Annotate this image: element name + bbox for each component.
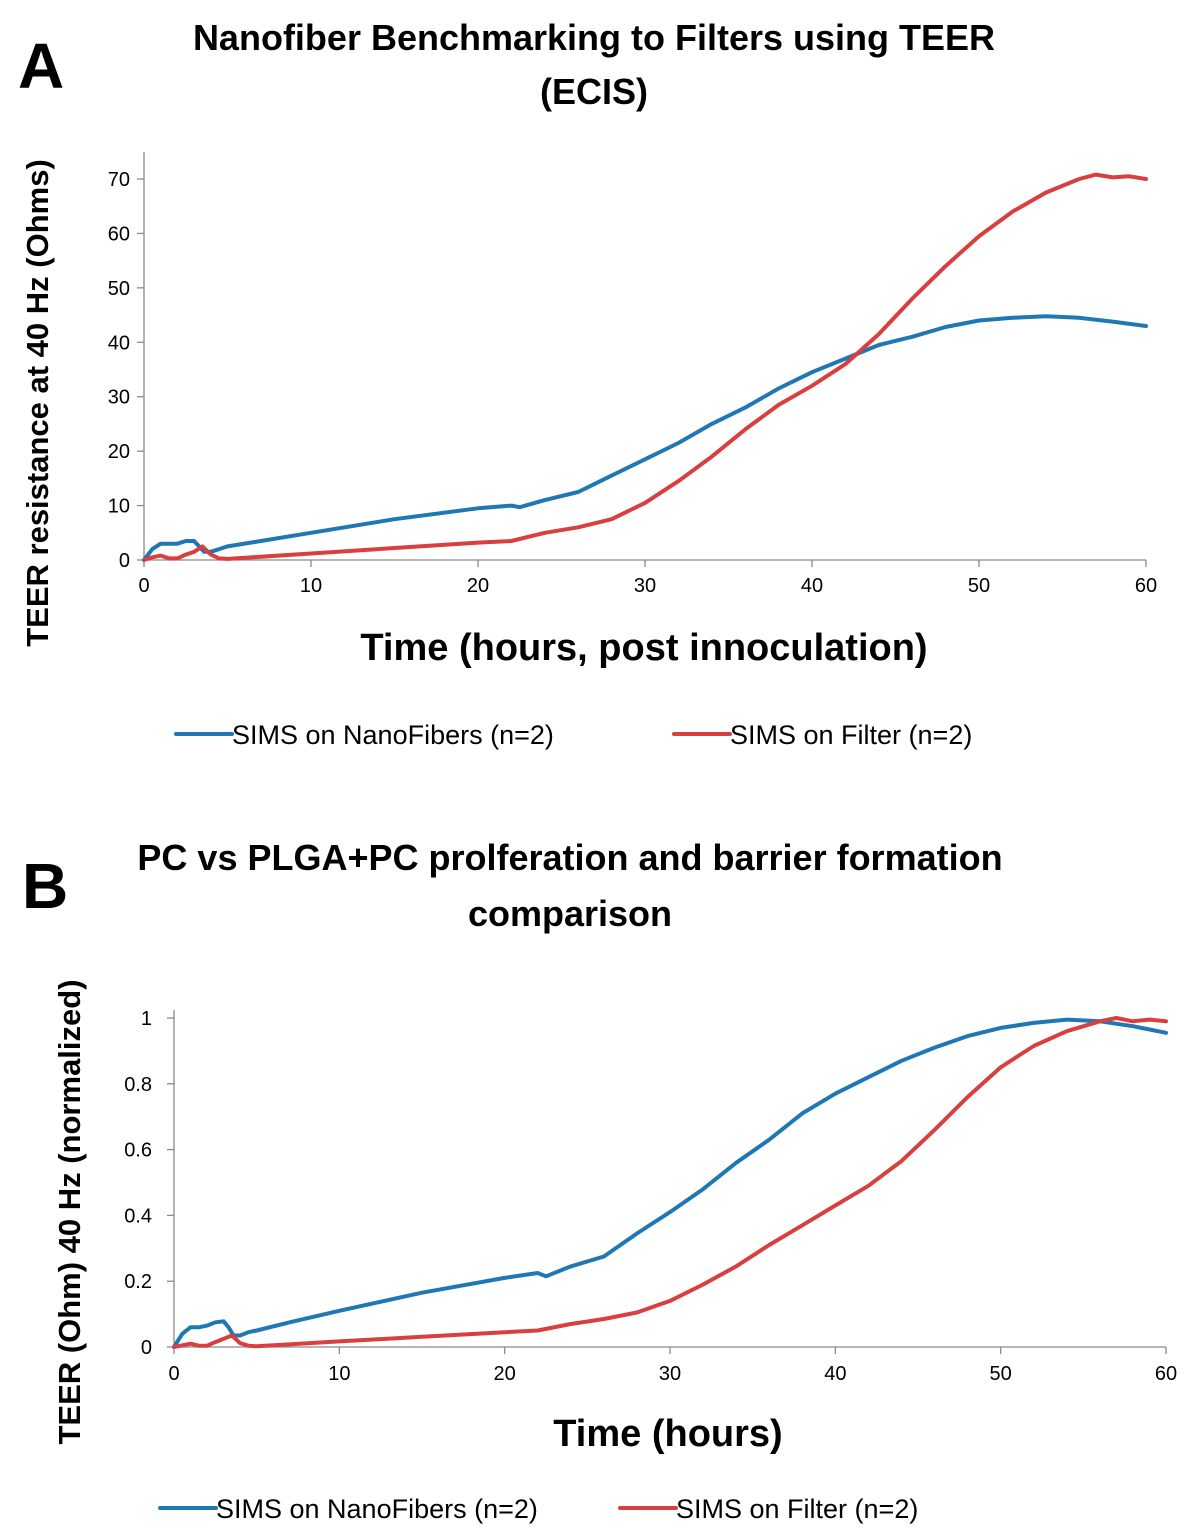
y-tick-label: 1 (141, 1008, 152, 1030)
chart-panel-b: B PC vs PLGA+PC prolferation and barrier… (22, 837, 1177, 1524)
series-line-filter (142, 172, 1148, 562)
x-tick-label: 0 (168, 1363, 179, 1385)
x-tick-label: 60 (1155, 1363, 1177, 1385)
y-tick-label: 0.6 (124, 1140, 152, 1162)
series-line-nanofibers (172, 1017, 1168, 1349)
y-tick-label: 70 (108, 169, 130, 191)
chart-title-line-1: Nanofiber Benchmarking to Filters using … (193, 17, 995, 58)
x-tick-label: 30 (659, 1363, 681, 1385)
x-tick-label: 10 (300, 575, 322, 597)
y-tick-label: 0.8 (124, 1074, 152, 1096)
y-tick-label: 20 (108, 441, 130, 463)
x-tick-label: 10 (328, 1363, 350, 1385)
chart-title-line-2: (ECIS) (540, 71, 648, 112)
legend-label-nanofibers: SIMS on NanoFibers (n=2) (216, 1494, 538, 1524)
y-tick-label: 0.4 (124, 1205, 152, 1227)
legend-label-filter: SIMS on Filter (n=2) (730, 720, 972, 750)
chart-title-line-2: comparison (468, 893, 672, 934)
y-tick-label: 0.2 (124, 1271, 152, 1293)
series-lines (142, 172, 1148, 562)
legend-label-nanofibers: SIMS on NanoFibers (n=2) (232, 720, 554, 750)
y-tick-label: 0 (119, 550, 130, 572)
x-ticks: 0 10 20 30 40 50 60 (168, 1347, 1177, 1385)
y-tick-label: 30 (108, 387, 130, 409)
y-ticks: 0 0.2 0.4 0.6 0.8 1 (124, 1008, 174, 1359)
x-tick-label: 40 (824, 1363, 846, 1385)
legend-label-filter: SIMS on Filter (n=2) (676, 1494, 918, 1524)
chart-panel-a: A Nanofiber Benchmarking to Filters usin… (18, 17, 1157, 750)
y-tick-label: 0 (141, 1337, 152, 1359)
x-tick-label: 20 (494, 1363, 516, 1385)
x-tick-label: 40 (801, 575, 823, 597)
y-tick-label: 10 (108, 496, 130, 518)
legend: SIMS on NanoFibers (n=2) SIMS on Filter … (158, 1494, 918, 1524)
x-axis-title: Time (hours) (553, 1413, 782, 1455)
chart-title-line-1: PC vs PLGA+PC prolferation and barrier f… (137, 837, 1002, 878)
x-tick-label: 0 (138, 575, 149, 597)
y-tick-label: 60 (108, 223, 130, 245)
y-axis-title: TEER resistance at 40 Hz (Ohms) (20, 159, 55, 647)
y-tick-label: 40 (108, 332, 130, 354)
x-axis-title: Time (hours, post innoculation) (360, 627, 927, 669)
x-tick-label: 50 (968, 575, 990, 597)
y-ticks: 0 10 20 30 40 50 60 70 (108, 169, 144, 572)
y-tick-label: 50 (108, 278, 130, 300)
series-line-nanofibers (142, 314, 1148, 562)
x-ticks: 0 10 20 30 40 50 60 (138, 560, 1157, 597)
series-lines (172, 1016, 1168, 1349)
x-tick-label: 30 (634, 575, 656, 597)
legend: SIMS on NanoFibers (n=2) SIMS on Filter … (174, 720, 972, 750)
y-axis-title: TEER (Ohm) 40 Hz (normalized) (52, 979, 87, 1444)
panel-label: A (18, 30, 64, 102)
panel-label: B (22, 850, 68, 922)
series-line-filter (172, 1016, 1168, 1349)
x-tick-label: 50 (990, 1363, 1012, 1385)
x-tick-label: 20 (467, 575, 489, 597)
x-tick-label: 60 (1135, 575, 1157, 597)
